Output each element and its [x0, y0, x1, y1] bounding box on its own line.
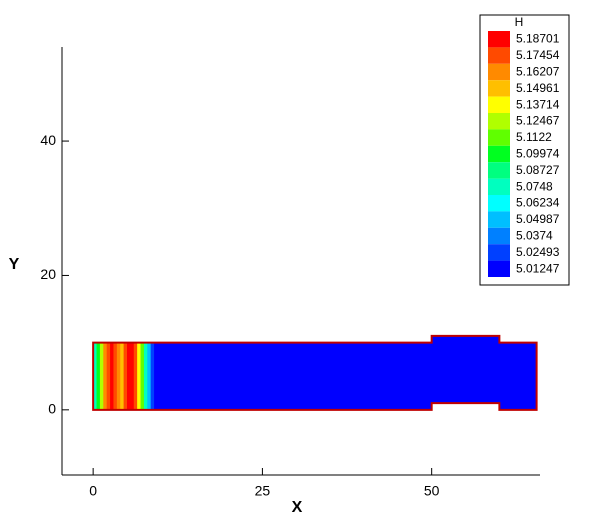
legend-swatch [488, 145, 510, 163]
legend-label: 5.16207 [516, 64, 560, 78]
field-band [147, 335, 152, 410]
legend-swatch [488, 195, 510, 212]
legend-label: 5.18701 [516, 32, 560, 46]
field-band [123, 335, 128, 410]
field-band [143, 335, 148, 410]
legend-swatch [488, 211, 510, 228]
legend-swatch [488, 227, 510, 245]
x-tick-label: 50 [424, 483, 440, 499]
field-band [126, 335, 131, 410]
legend-label: 5.01247 [516, 261, 560, 275]
legend-label: 5.04987 [516, 212, 560, 226]
legend-label: 5.02493 [516, 245, 560, 259]
field-band [110, 335, 115, 410]
field-band [150, 335, 155, 410]
domain-outline [92, 334, 538, 411]
legend-label: 5.0748 [516, 179, 553, 193]
field-band [113, 335, 118, 410]
legend-label: 5.17454 [516, 48, 560, 62]
field-band [130, 335, 135, 410]
legend-swatch [488, 31, 510, 48]
legend-swatch [488, 63, 510, 81]
field-band [96, 335, 101, 410]
field-band [133, 335, 138, 410]
legend-label: 5.0374 [516, 228, 553, 242]
field-band [154, 335, 537, 410]
legend-swatch [488, 80, 510, 97]
legend-title: H [515, 15, 524, 29]
legend-label: 5.12467 [516, 114, 560, 128]
y-tick-label: 20 [40, 266, 56, 282]
legend-swatch [488, 244, 510, 261]
legend-swatch [488, 113, 510, 130]
legend-swatch [488, 162, 510, 179]
legend-label: 5.06234 [516, 196, 560, 210]
field-band [99, 335, 104, 410]
legend-label: 5.09974 [516, 146, 560, 160]
field-band [116, 335, 121, 410]
field-band [140, 335, 145, 410]
legend-swatch [488, 47, 510, 64]
legend-label: 5.13714 [516, 97, 560, 111]
field-band [103, 335, 108, 410]
y-axis-label: Y [9, 256, 20, 273]
x-tick-label: 0 [89, 483, 97, 499]
field-band [137, 335, 142, 410]
legend-swatch [488, 129, 510, 146]
legend-swatch [488, 178, 510, 195]
field-band [120, 335, 125, 410]
y-tick-label: 0 [48, 401, 56, 417]
y-tick-label: 40 [40, 132, 56, 148]
legend-swatch [488, 260, 510, 277]
legend-label: 5.14961 [516, 81, 560, 95]
legend-label: 5.08727 [516, 163, 560, 177]
x-axis-label: X [292, 499, 303, 516]
legend-label: 5.1122 [516, 130, 552, 144]
field [93, 335, 537, 410]
legend-swatch [488, 96, 510, 113]
field-band [106, 335, 111, 410]
x-tick-label: 25 [255, 483, 271, 499]
field-band [93, 335, 98, 410]
